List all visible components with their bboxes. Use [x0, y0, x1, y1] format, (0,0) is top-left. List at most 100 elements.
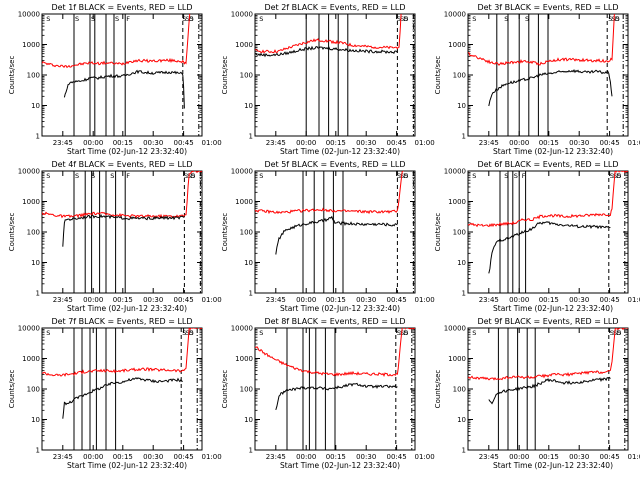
panel-8: Det 8f BLACK = Events, RED = LLD 1 10 100 10…	[221, 317, 435, 470]
x-tick-label: 00:00	[509, 296, 529, 304]
y-tick-label: 100	[240, 229, 253, 237]
x-tick-label: 00:45	[387, 296, 407, 304]
x-tick-label: 00:30	[356, 453, 376, 461]
x-tick-label: 01:00	[202, 453, 222, 461]
x-tick-label: 00:15	[113, 296, 133, 304]
y-tick-label: 100	[240, 72, 253, 80]
flag-label: S	[75, 172, 79, 180]
series-line-events	[275, 215, 398, 255]
x-tick-label: 00:45	[174, 139, 194, 147]
y-tick-label: 100	[27, 386, 40, 394]
flag-label: S	[182, 15, 186, 23]
x-tick-label: 00:15	[539, 296, 559, 304]
y-tick-label: 10000	[18, 325, 40, 333]
y-tick-label: 10	[244, 102, 253, 110]
flag-label: SS	[400, 329, 408, 337]
x-tick-label: 00:45	[387, 453, 407, 461]
x-tick-label: 00:00	[83, 453, 103, 461]
panel-title: Det 8f BLACK = Events, RED = LLD	[264, 317, 405, 326]
series-line-events	[63, 69, 185, 109]
flag-label: F	[522, 172, 526, 180]
flag-label: D	[615, 15, 620, 23]
x-tick-label: 00:15	[539, 453, 559, 461]
flag-label: D	[403, 329, 408, 337]
x-tick-label: 00:30	[356, 296, 376, 304]
x-tick-label: 00:00	[509, 453, 529, 461]
x-tick-label: 00:00	[83, 139, 103, 147]
flag-label: S	[472, 329, 476, 337]
x-tick-label: 00:15	[113, 139, 133, 147]
flag-label: S	[397, 172, 401, 180]
y-tick-label: 10	[244, 416, 253, 424]
flag-label: D	[616, 172, 621, 180]
x-tick-label: 01:00	[628, 139, 640, 147]
x-tick-label: 00:30	[143, 139, 163, 147]
y-tick-label: 10	[457, 416, 466, 424]
series-line-events	[62, 213, 185, 247]
x-tick-label: 00:00	[83, 296, 103, 304]
x-tick-label: 00:30	[143, 453, 163, 461]
flag-label: S	[91, 15, 95, 23]
y-axis-label: Counts/sec	[434, 56, 442, 95]
flag-label: S	[182, 329, 186, 337]
y-tick-label: 10	[244, 259, 253, 267]
y-tick-label: 1000	[22, 198, 40, 206]
y-tick-label: 1	[36, 447, 40, 455]
x-tick-label: 23:45	[479, 139, 499, 147]
flag-label: S	[91, 172, 95, 180]
y-tick-label: 1000	[448, 41, 466, 49]
flag-label: D	[190, 172, 195, 180]
y-tick-label: 10000	[444, 11, 466, 19]
y-axis-label: Counts/sec	[434, 213, 442, 252]
y-axis-label: Counts/sec	[8, 56, 16, 95]
flag-label: F	[126, 15, 130, 23]
flag-label: S	[472, 172, 476, 180]
flag-label: S	[610, 172, 614, 180]
x-tick-label: 23:45	[266, 139, 286, 147]
x-axis-label: Start Time (02-Jun-12 23:32:40)	[493, 461, 613, 470]
x-tick-label: 00:45	[174, 453, 194, 461]
y-tick-label: 10000	[231, 168, 253, 176]
y-tick-label: 100	[453, 386, 466, 394]
y-tick-label: 10	[457, 102, 466, 110]
flag-label: SS	[611, 15, 619, 23]
y-tick-label: 1	[462, 447, 466, 455]
panel-title: Det 7f BLACK = Events, RED = LLD	[51, 317, 192, 326]
flag-label: S	[514, 172, 518, 180]
x-tick-label: 23:45	[53, 296, 73, 304]
panel-2: Det 2f BLACK = Events, RED = LLD 1 10 100 10…	[221, 3, 435, 156]
x-tick-label: 00:15	[113, 453, 133, 461]
x-tick-label: 00:30	[569, 453, 589, 461]
series-line-lld	[42, 14, 191, 69]
panel-6: Det 6f BLACK = Events, RED = LLD 1 10 100 10…	[434, 160, 640, 313]
y-tick-label: 10000	[231, 11, 253, 19]
x-tick-label: 00:45	[600, 296, 620, 304]
y-axis-label: Counts/sec	[221, 370, 229, 409]
flag-label: S	[46, 329, 50, 337]
y-tick-label: 1	[36, 133, 40, 141]
flag-label: S	[472, 15, 476, 23]
x-tick-label: 23:45	[53, 139, 73, 147]
y-tick-label: 1000	[448, 355, 466, 363]
flag-label: S	[259, 172, 263, 180]
y-tick-label: 1000	[235, 198, 253, 206]
panel-5: Det 5f BLACK = Events, RED = LLD 1 10 100 10…	[221, 160, 435, 313]
y-tick-label: 10	[31, 259, 40, 267]
flag-label: S	[525, 15, 529, 23]
panel-title: Det 2f BLACK = Events, RED = LLD	[264, 3, 405, 12]
y-tick-label: 10000	[18, 11, 40, 19]
flag-label: S	[397, 329, 401, 337]
x-tick-label: 00:30	[143, 296, 163, 304]
flag-label: S	[608, 15, 612, 23]
x-axis-label: Start Time (02-Jun-12 23:32:40)	[493, 304, 613, 313]
flag-label: S	[75, 15, 79, 23]
series-line-events	[255, 45, 398, 58]
y-tick-label: 1	[249, 447, 253, 455]
x-tick-label: 01:00	[202, 296, 222, 304]
x-tick-label: 23:45	[479, 453, 499, 461]
series-line-lld	[468, 328, 628, 381]
panel-3: Det 3f BLACK = Events, RED = LLD 1 10 100 10…	[434, 3, 640, 156]
plot-frame	[254, 170, 416, 294]
plot-frame	[467, 170, 629, 294]
